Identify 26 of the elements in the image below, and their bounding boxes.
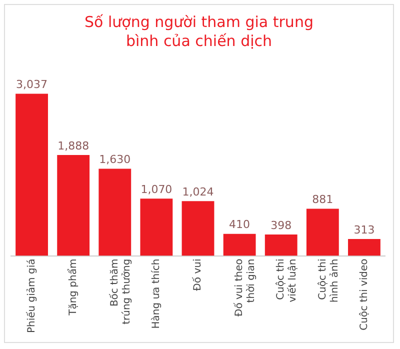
x-tick-label: Hàng ưa thích [151, 258, 162, 329]
data-label: 3,037 [16, 78, 48, 92]
data-label: 1,024 [182, 185, 214, 198]
bar [57, 155, 90, 256]
bar [16, 94, 48, 256]
bar [140, 198, 173, 256]
bar [182, 201, 214, 256]
data-label: 1,070 [140, 183, 172, 196]
data-label: 881 [312, 193, 334, 206]
data-label: 313 [354, 223, 375, 236]
chart-title: Số lượng người tham gia trung bình của chiến dịch [84, 13, 314, 51]
x-tick-label: Tặng phẩm [66, 258, 79, 316]
data-label: 410 [229, 218, 250, 232]
data-label: 1,888 [58, 139, 90, 152]
bar [264, 234, 298, 256]
bar [348, 239, 380, 256]
x-tick-label: Cuộc thi video [358, 258, 370, 330]
data-label: 398 [270, 218, 292, 232]
data-label: 1,630 [99, 153, 131, 166]
x-tick-label: Đố vui theo thời gian [233, 258, 258, 317]
x-tick-label: Đố vui [192, 258, 204, 291]
bar [306, 208, 339, 256]
x-tick-label: Bốc thăm trúng thưởng [108, 258, 132, 324]
x-tick-label: Phiếu giảm giá [25, 258, 38, 334]
bar [98, 168, 132, 256]
bar [223, 234, 256, 256]
